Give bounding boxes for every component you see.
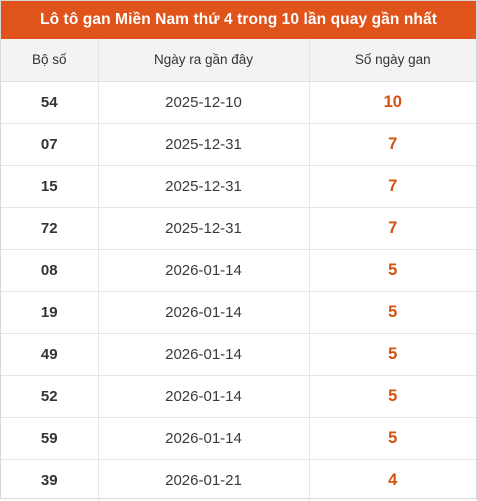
- cell-days: 7: [308, 123, 476, 166]
- column-header-days: Số ngày gan: [308, 39, 476, 82]
- cell-days: 4: [308, 459, 476, 501]
- cell-date: 2026-01-21: [97, 459, 309, 501]
- cell-days: 5: [308, 417, 476, 460]
- table-row: 59 2026-01-14 5: [1, 417, 476, 460]
- cell-days: 7: [308, 207, 476, 250]
- table-title-text: Lô tô gan Miền Nam thứ 4 trong 10 lần qu…: [40, 11, 437, 28]
- table-row: 54 2025-12-10 10: [1, 81, 476, 124]
- cell-number: 19: [1, 291, 98, 334]
- table-row: 72 2025-12-31 7: [1, 207, 476, 250]
- cell-days: 7: [308, 165, 476, 208]
- header-row: Bộ số Ngày ra gần đây Số ngày gan: [1, 39, 476, 82]
- table-body: 54 2025-12-10 10 07 2025-12-31 7 15 2025…: [1, 81, 476, 501]
- table-row: 07 2025-12-31 7: [1, 123, 476, 166]
- cell-date: 2025-12-31: [97, 207, 309, 250]
- cell-date: 2025-12-31: [97, 165, 309, 208]
- cell-date: 2026-01-14: [97, 249, 309, 292]
- lo-gan-table: Bộ số Ngày ra gần đây Số ngày gan 54 202…: [1, 39, 476, 501]
- column-header-number: Bộ số: [1, 39, 98, 82]
- table-row: 15 2025-12-31 7: [1, 165, 476, 208]
- cell-number: 49: [1, 333, 98, 376]
- column-header-date: Ngày ra gần đây: [97, 39, 309, 82]
- cell-days: 10: [308, 81, 476, 124]
- cell-date: 2026-01-14: [97, 375, 309, 418]
- cell-date: 2025-12-31: [97, 123, 309, 166]
- table-row: 19 2026-01-14 5: [1, 291, 476, 334]
- table-row: 52 2026-01-14 5: [1, 375, 476, 418]
- table-row: 39 2026-01-21 4: [1, 459, 476, 501]
- cell-number: 72: [1, 207, 98, 250]
- cell-date: 2026-01-14: [97, 291, 309, 334]
- cell-date: 2026-01-14: [97, 417, 309, 460]
- cell-days: 5: [308, 249, 476, 292]
- cell-date: 2026-01-14: [97, 333, 309, 376]
- table-row: 08 2026-01-14 5: [1, 249, 476, 292]
- cell-number: 08: [1, 249, 98, 292]
- cell-number: 52: [1, 375, 98, 418]
- table-row: 49 2026-01-14 5: [1, 333, 476, 376]
- cell-days: 5: [308, 375, 476, 418]
- cell-days: 5: [308, 333, 476, 376]
- cell-number: 15: [1, 165, 98, 208]
- cell-number: 54: [1, 81, 98, 124]
- cell-number: 59: [1, 417, 98, 460]
- table-header: Bộ số Ngày ra gần đây Số ngày gan: [1, 39, 476, 82]
- cell-days: 5: [308, 291, 476, 334]
- cell-number: 39: [40, 471, 58, 489]
- cell-number: 07: [1, 123, 98, 166]
- table-title: Lô tô gan Miền Nam thứ 4 trong 10 lần qu…: [1, 1, 476, 39]
- cell-date: 2025-12-10: [97, 81, 309, 124]
